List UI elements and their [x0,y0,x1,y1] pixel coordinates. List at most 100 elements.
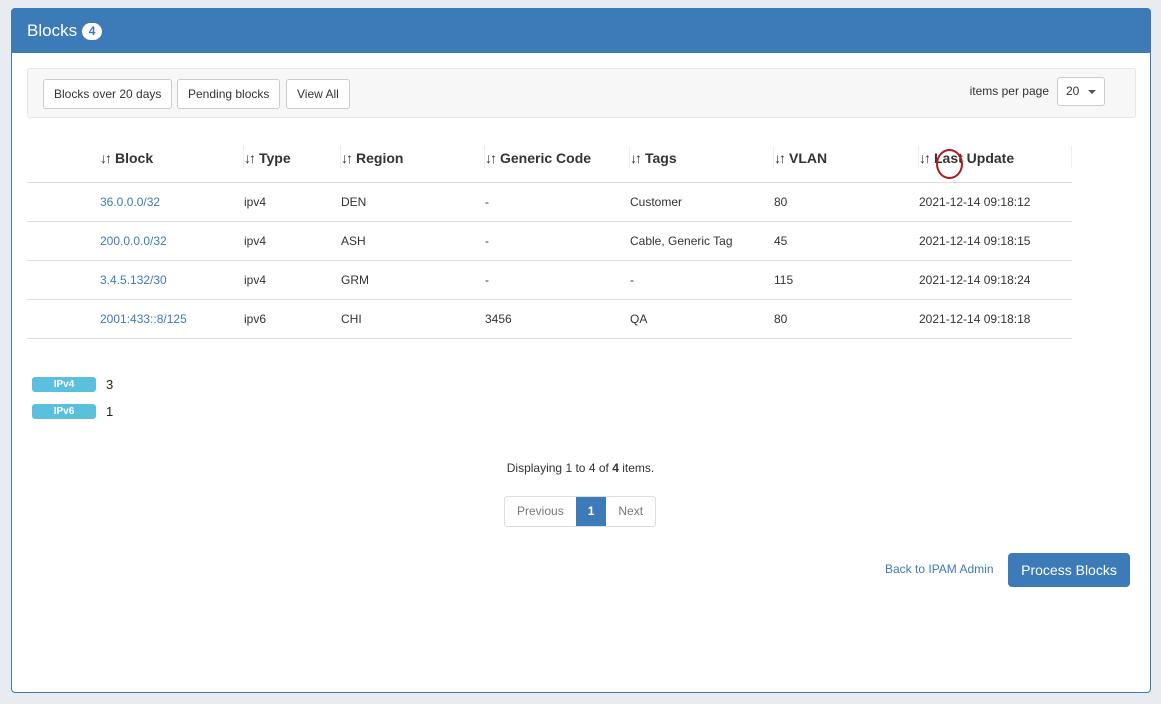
cell-value: CHI [341,311,362,326]
cell-block: 36.0.0.0/32 [27,182,244,222]
pagination: Previous 1 Next [504,496,657,527]
display-total: 4 [612,461,619,475]
display-summary: Displaying 1 to 4 of 4 items. [0,461,1161,475]
cell-value: 115 [774,272,794,287]
cell-value: 2021-12-14 09:18:15 [919,233,1031,248]
column-header-generic-code[interactable]: ↓↑ Generic Code [485,134,630,183]
column-divider [340,146,341,168]
sort-arrows-icon[interactable]: ↓↑ [774,149,786,166]
block-link[interactable]: 3.4.5.132/30 [100,272,167,287]
panel-title: Blocks [27,21,78,40]
cell-value: - [485,233,489,248]
cell-type: ipv4 [244,221,341,261]
cell-value: ipv4 [244,194,267,209]
cell-generic-code: - [485,221,630,261]
cell-block: 3.4.5.132/30 [27,260,244,300]
cell-vlan: 115 [774,260,919,300]
cell-tags: QA [630,299,774,339]
sort-arrows-icon[interactable]: ↓↑ [244,149,256,166]
cell-value: Customer [630,194,683,209]
cell-vlan: 80 [774,182,919,222]
sort-arrows-icon[interactable]: ↓↑ [485,149,497,166]
ipv4-label: IPv4 [32,377,96,392]
cell-value: ipv6 [244,311,267,326]
sort-arrows-icon[interactable]: ↓↑ [341,149,353,166]
cell-value: - [485,272,489,287]
cell-vlan: 80 [774,299,919,339]
column-label: Region [356,149,404,166]
cell-last-update: 2021-12-14 09:18:18 [919,299,1072,339]
cell-tags: Customer [630,182,774,222]
cell-vlan: 45 [774,221,919,261]
page-1-button[interactable]: 1 [575,497,607,526]
cell-value: 2021-12-14 09:18:12 [919,194,1031,209]
column-header-block[interactable]: ↓↑ Block [27,134,244,183]
column-label: VLAN [789,149,828,166]
annotation-circle [936,149,963,179]
column-header-region[interactable]: ↓↑ Region [341,134,485,183]
cell-value: - [485,194,489,209]
count-badge: 4 [82,22,103,40]
cell-generic-code: 3456 [485,299,630,339]
cell-value: ipv4 [244,272,267,287]
block-link[interactable]: 2001:433::8/125 [100,311,187,326]
display-to: 4 [588,461,596,475]
table-row: 36.0.0.0/32 ipv4 DEN - Customer 80 2021-12-14 … [27,182,1072,222]
sort-arrows-icon[interactable]: ↓↑ [919,149,931,166]
previous-page-button[interactable]: Previous [517,504,564,518]
cell-region: CHI [341,299,485,339]
cell-value: QA [630,311,648,326]
block-link[interactable]: 36.0.0.0/32 [100,194,161,209]
panel-header: Blocks 4 [12,9,1150,53]
column-label: Generic Code [500,149,592,166]
ipv6-label: IPv6 [32,404,96,419]
cell-value: 80 [774,311,788,326]
view-all-button[interactable]: View All [286,79,350,109]
cell-last-update: 2021-12-14 09:18:15 [919,221,1072,261]
pending-blocks-button[interactable]: Pending blocks [177,79,281,109]
block-link[interactable]: 200.0.0.0/32 [100,233,167,248]
cell-value: GRM [341,272,369,287]
items-per-page-select[interactable]: 20 [1057,77,1105,106]
cell-block: 200.0.0.0/32 [27,221,244,261]
cell-type: ipv4 [244,260,341,300]
cell-value: ASH [341,233,366,248]
cell-value: - [630,272,634,287]
back-to-ipam-admin-link[interactable]: Back to IPAM Admin [885,562,994,576]
table-row: 3.4.5.132/30 ipv4 GRM - - 115 2021-12-14 09:18… [27,260,1072,300]
display-of-word: of [598,461,609,475]
ipv4-count: 3 [106,377,114,392]
column-label: Block [115,149,154,166]
display-to-word: to [575,461,586,475]
sort-arrows-icon[interactable]: ↓↑ [100,149,112,166]
column-divider [484,146,485,168]
ipv6-count: 1 [106,404,114,419]
column-header-tags[interactable]: ↓↑ Tags [630,134,774,183]
cell-region: ASH [341,221,485,261]
blocks-over-20-days-button[interactable]: Blocks over 20 days [43,79,173,109]
column-divider [918,146,919,168]
cell-tags: Cable, Generic Tag [630,221,774,261]
cell-block: 2001:433::8/125 [27,299,244,339]
sort-arrows-icon[interactable]: ↓↑ [630,149,642,166]
cell-value: 3456 [485,311,512,326]
column-label: Tags [645,149,677,166]
filter-toolbar: Blocks over 20 days Pending blocks View … [27,68,1136,118]
blocks-table: ↓↑ Block ↓↑ Type ↓↑ Region ↓↑ Generic Code ↓↑ Tag… [27,134,1072,339]
items-per-page-label: items per page [969,84,1049,98]
cell-tags: - [630,260,774,300]
cell-value: 80 [774,194,788,209]
cell-value: 2021-12-14 09:18:24 [919,272,1031,287]
display-suffix: items. [622,461,655,475]
cell-generic-code: - [485,260,630,300]
table-row: 2001:433::8/125 ipv6 CHI 3456 QA 80 2021-12-14… [27,299,1072,339]
column-header-type[interactable]: ↓↑ Type [244,134,341,183]
blocks-panel: Blocks 4 Blocks over 20 days Pending blo… [11,8,1151,693]
cell-last-update: 2021-12-14 09:18:12 [919,182,1072,222]
process-blocks-button[interactable]: Process Blocks [1008,553,1130,587]
next-page-button[interactable]: Next [618,504,644,518]
column-header-vlan[interactable]: ↓↑ VLAN [774,134,919,183]
caret-down-icon [1088,90,1096,94]
cell-generic-code: - [485,182,630,222]
column-divider [773,146,774,168]
